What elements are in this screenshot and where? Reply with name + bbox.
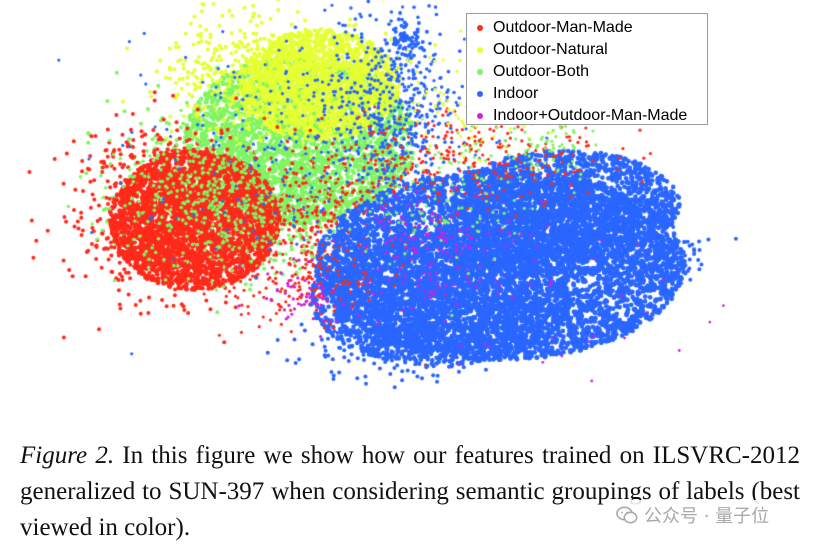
legend-marker bbox=[477, 91, 483, 97]
legend-item-indoor-outdoor-man-made: Indoor+Outdoor-Man-Made bbox=[477, 105, 707, 127]
legend-label: Indoor+Outdoor-Man-Made bbox=[493, 107, 688, 124]
legend-label: Indoor bbox=[493, 85, 539, 102]
watermark: 公众号 · 量子位 bbox=[612, 500, 774, 530]
chart-legend: Outdoor-Man-Made Outdoor-Natural Outdoor… bbox=[466, 13, 708, 125]
legend-marker bbox=[477, 47, 483, 53]
legend-label: Outdoor-Man-Made bbox=[493, 19, 633, 36]
figure-area: Outdoor-Man-Made Outdoor-Natural Outdoor… bbox=[0, 0, 826, 420]
legend-item-outdoor-man-made: Outdoor-Man-Made bbox=[477, 17, 707, 39]
wechat-icon bbox=[616, 506, 638, 524]
legend-marker bbox=[477, 25, 483, 31]
legend-label: Outdoor-Natural bbox=[493, 41, 608, 58]
figure-caption: Figure 2. In this figure we show how our… bbox=[20, 438, 800, 546]
watermark-text: 公众号 · 量子位 bbox=[644, 506, 770, 527]
legend-item-outdoor-both: Outdoor-Both bbox=[477, 61, 707, 83]
legend-item-indoor: Indoor bbox=[477, 83, 707, 105]
legend-marker bbox=[477, 113, 483, 119]
legend-label: Outdoor-Both bbox=[493, 63, 590, 80]
figure-label: Figure 2. bbox=[20, 442, 115, 469]
legend-marker bbox=[477, 69, 483, 75]
legend-item-outdoor-natural: Outdoor-Natural bbox=[477, 39, 707, 61]
